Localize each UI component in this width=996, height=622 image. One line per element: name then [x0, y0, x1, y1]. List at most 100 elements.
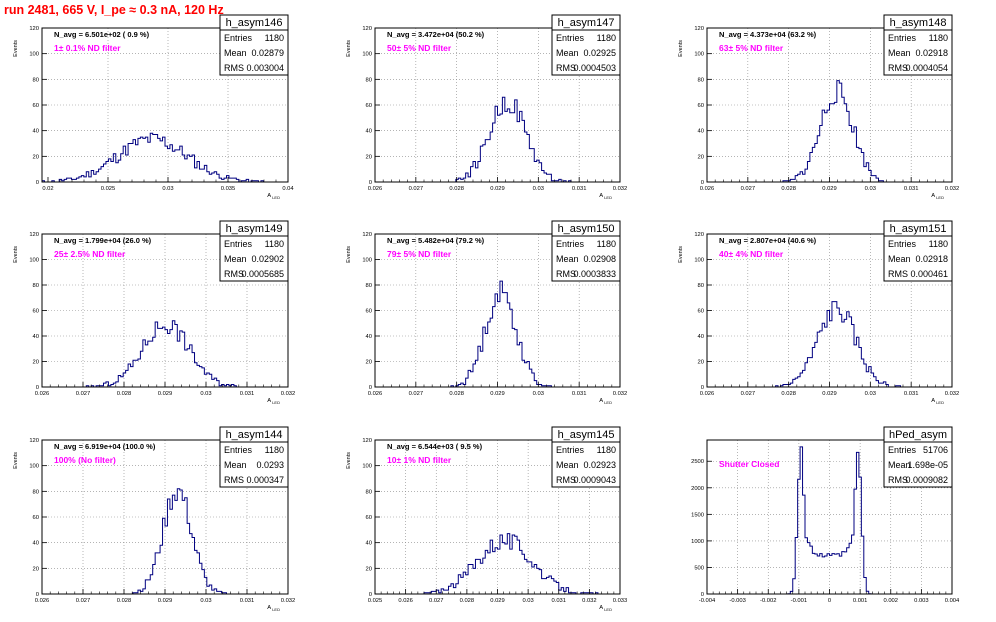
filter-note: 40± 4% ND filter [719, 249, 784, 259]
y-tick-label: 0 [369, 592, 372, 598]
x-tick-label: 0.03 [522, 598, 533, 604]
histogram-panel-h_asym148: 0.026 0.027 0.028 0.029 0.03 0.031 0.032 0 20 40 6… [678, 14, 960, 200]
x-tick-label: 0.028 [449, 391, 464, 397]
x-tick-label: 0.03 [865, 186, 876, 192]
x-tick-label: 0.026 [35, 598, 50, 604]
stats-box [883, 426, 953, 488]
stats-label: RMS [888, 269, 908, 279]
y-tick-label: 20 [33, 154, 39, 160]
histogram-line [375, 280, 620, 388]
histogram-panel-h_asym149: 0.026 0.027 0.028 0.029 0.03 0.031 0.032 0 20 40 6… [13, 220, 296, 405]
x-tick-label: 0.032 [945, 186, 960, 192]
y-tick-label: 0 [701, 385, 704, 391]
stats-value: 1.698e-05 [907, 460, 948, 470]
y-tick-label: 60 [698, 309, 704, 315]
x-tick-label: 0.027 [76, 598, 91, 604]
x-tick-label: 0.027 [429, 598, 444, 604]
stats-box [551, 426, 621, 488]
y-tick-label: 40 [33, 129, 39, 135]
x-axis-title: A LED [267, 398, 280, 405]
x-tick-label: 0.026 [700, 186, 715, 192]
navg-label: N_avg = 2.807e+04 (40.6 %) [719, 236, 817, 245]
x-tick-label: 0.029 [158, 391, 173, 397]
x-tick-label: 0.026 [398, 598, 413, 604]
x-tick-label: 0.031 [904, 186, 919, 192]
y-tick-label: 100 [29, 52, 39, 58]
stats-label: Entries [224, 239, 253, 249]
stats-value: 1180 [265, 239, 284, 249]
y-tick-label: 0 [369, 180, 372, 186]
x-tick-label: 0 [828, 598, 831, 604]
stats-title: h_asym148 [890, 17, 947, 29]
stats-box [551, 14, 621, 76]
histogram-panel-h_asym146: 0.02 0.025 0.03 0.035 0.04 0 20 40 60 80 100 120 Eve… [13, 14, 294, 200]
y-tick-label: 20 [366, 360, 372, 366]
x-tick-label: 0.028 [781, 391, 796, 397]
histogram-line [707, 301, 952, 388]
x-tick-label: 0.026 [35, 391, 50, 397]
x-tick-label: 0.028 [460, 598, 475, 604]
stats-value: 0.003004 [246, 63, 284, 73]
x-tick-label: 0.027 [76, 391, 91, 397]
x-tick-label: 0.032 [281, 391, 296, 397]
stats-label: Mean [556, 460, 579, 470]
y-axis-title: Events [13, 40, 19, 57]
histogram-panel-hPed_asym: -0.004 -0.003 -0.002 -0.001 0 0.001 0.002 0.003… [691, 426, 960, 604]
stats-value: 0.02923 [583, 460, 616, 470]
stats-value: 1180 [929, 33, 948, 43]
stats-box [219, 220, 289, 282]
stats-label: Mean [556, 48, 579, 58]
y-tick-label: 60 [366, 309, 372, 315]
stats-label: Mean [224, 254, 247, 264]
navg-label: N_avg = 6.544e+03 ( 9.5 %) [387, 442, 483, 451]
stats-title: h_asym144 [226, 429, 283, 441]
stats-value: 0.0009082 [905, 475, 948, 485]
y-tick-label: 60 [33, 515, 39, 521]
y-tick-label: 1000 [691, 539, 704, 545]
x-tick-label: 0.029 [822, 391, 837, 397]
y-tick-label: 20 [366, 154, 372, 160]
y-tick-label: 100 [694, 258, 704, 264]
stats-value: 51706 [923, 445, 948, 455]
x-tick-label: 0.031 [240, 598, 255, 604]
x-tick-label: 0.028 [117, 598, 132, 604]
x-tick-label: 0.026 [368, 391, 383, 397]
y-tick-label: 60 [33, 103, 39, 109]
y-tick-label: 120 [362, 26, 372, 32]
x-tick-label: 0.029 [490, 598, 505, 604]
y-tick-label: 80 [366, 77, 372, 83]
stats-label: RMS [556, 63, 576, 73]
histogram-panel-h_asym150: 0.026 0.027 0.028 0.029 0.03 0.031 0.032 0 20 40 6… [346, 220, 627, 405]
stats-label: RMS [224, 269, 244, 279]
stats-value: 1180 [597, 445, 616, 455]
x-tick-label: 0.02 [42, 186, 53, 192]
y-tick-label: 40 [33, 541, 39, 547]
x-tick-label: 0.04 [282, 186, 294, 192]
navg-label: N_avg = 5.482e+04 (79.2 %) [387, 236, 485, 245]
stats-value: 0.02908 [583, 254, 616, 264]
y-tick-label: 120 [362, 438, 372, 444]
x-tick-label: 0.032 [281, 598, 296, 604]
filter-note: 25± 2.5% ND filter [54, 249, 126, 259]
x-axis-title: A LED [931, 398, 944, 405]
y-tick-label: 120 [29, 232, 39, 238]
y-tick-label: 2000 [691, 486, 704, 492]
x-tick-label: 0.03 [533, 186, 544, 192]
y-tick-label: 20 [33, 360, 39, 366]
stats-value: 1180 [597, 239, 616, 249]
x-tick-label: 0.025 [101, 186, 116, 192]
x-tick-label: -0.001 [791, 598, 807, 604]
y-tick-label: 2500 [691, 459, 704, 465]
y-axis-title: Events [13, 246, 19, 263]
filter-note: Shutter Closed [719, 459, 779, 469]
x-axis-title: A LED [599, 193, 612, 200]
y-tick-label: 80 [366, 489, 372, 495]
y-tick-label: 40 [33, 334, 39, 340]
y-tick-label: 40 [366, 541, 372, 547]
y-tick-label: 60 [366, 103, 372, 109]
stats-label: RMS [224, 63, 244, 73]
y-tick-label: 0 [369, 385, 372, 391]
stats-label: Mean [224, 48, 247, 58]
x-tick-label: 0.001 [853, 598, 868, 604]
stats-label: Mean [888, 254, 911, 264]
